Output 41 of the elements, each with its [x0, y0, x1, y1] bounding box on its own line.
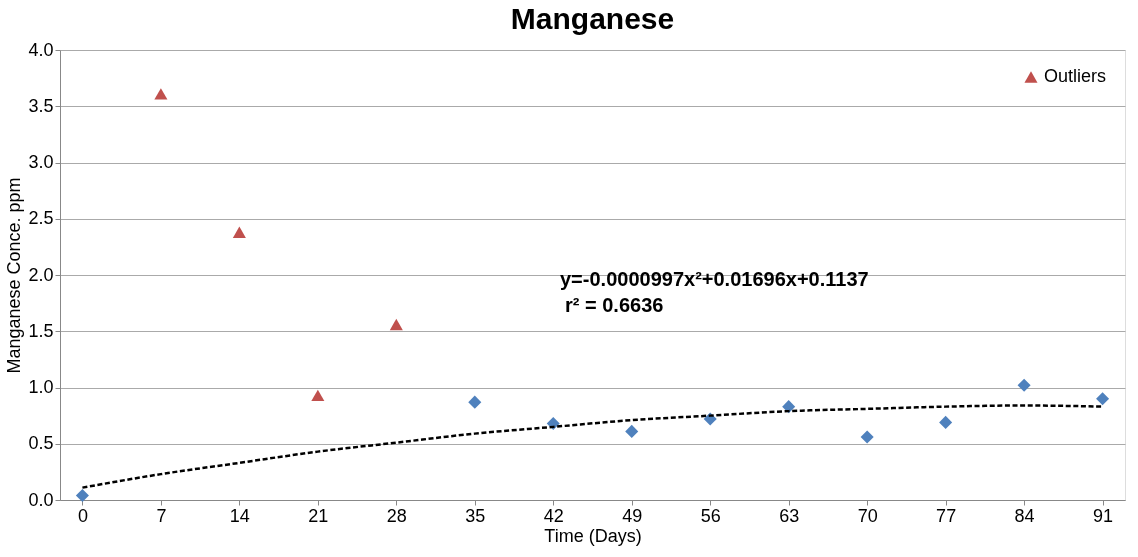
point	[939, 415, 953, 429]
y-tick-label: 0.5	[28, 433, 54, 454]
point	[75, 488, 89, 503]
y-tick-label: 3.5	[28, 95, 54, 116]
point	[468, 395, 482, 409]
annotation: r² = 0.6636	[565, 294, 664, 316]
point	[1096, 392, 1110, 406]
x-tick-label: 63	[779, 505, 800, 526]
x-tick-label: 21	[308, 505, 329, 526]
y-tick-label: 1.0	[28, 377, 54, 397]
point	[860, 430, 874, 444]
x-axis-title: Time (Days)	[544, 525, 642, 546]
point	[625, 424, 639, 438]
point	[1017, 378, 1031, 392]
x-tick-label: 7	[156, 505, 167, 526]
y-tick-label: 2.0	[28, 264, 54, 285]
x-tick-label: 91	[1093, 505, 1114, 526]
point	[389, 318, 403, 331]
y-tick-label: 2.5	[28, 208, 54, 229]
point	[154, 88, 168, 100]
x-tick-label: 56	[700, 505, 721, 526]
x-tick-label: 42	[543, 505, 564, 526]
y-tick-label: 1.5	[28, 320, 54, 341]
y-tick-label: 0.0	[28, 489, 54, 510]
x-tick-label: 77	[936, 505, 957, 526]
point	[311, 389, 325, 402]
point	[782, 400, 796, 414]
y-tick-label: 3.0	[28, 152, 54, 172]
x-tick-label: 28	[386, 505, 407, 526]
x-tick-label: 70	[857, 505, 878, 526]
legend-label: Outliers	[1044, 66, 1107, 86]
x-tick-label: 49	[622, 505, 643, 526]
x-tick-label: 0	[77, 505, 88, 526]
point	[232, 226, 246, 238]
y-tick-label: 4.0	[28, 39, 54, 60]
x-tick-label: 35	[465, 505, 486, 526]
x-tick-label: 14	[229, 505, 250, 526]
y-axis-title: Manganese Conce. ppm	[4, 177, 25, 374]
annotation: y=-0.0000997x²+0.01696x+0.1137	[560, 268, 869, 290]
chart-title: Manganese	[510, 2, 675, 35]
x-tick-label: 84	[1014, 505, 1035, 526]
